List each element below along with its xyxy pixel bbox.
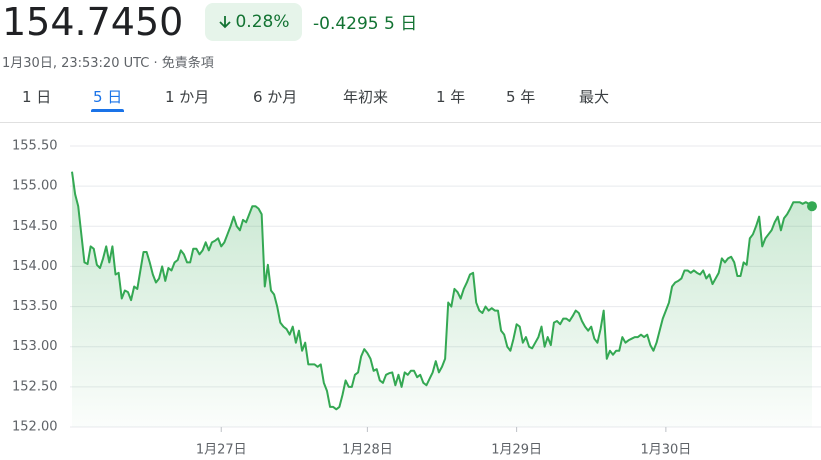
y-tick-label: 155.50: [12, 139, 58, 154]
y-tick-label: 154.50: [12, 219, 58, 234]
y-tick-label: 154.00: [12, 259, 58, 274]
range-tab[interactable]: 5 日: [90, 88, 125, 112]
price: 154.7450: [2, 0, 184, 44]
x-tick-label: 1月30日: [640, 443, 691, 458]
down-arrow-icon: [219, 16, 232, 29]
change-percent: 0.28%: [235, 12, 290, 32]
range-tabs: 1 日 5 日 1 か月 6 か月 年初来 1 年 5 年 最大: [0, 84, 821, 123]
y-tick-label: 153.00: [12, 339, 58, 354]
area-fill: [72, 171, 812, 427]
price-line: [71, 171, 813, 411]
y-tick-label: 155.00: [12, 179, 58, 194]
range-tab[interactable]: 5 年: [506, 88, 536, 106]
x-tick-label: 1月29日: [491, 443, 542, 458]
period: 5 日: [384, 14, 418, 34]
change-value: -0.4295: [313, 14, 379, 34]
change: -0.4295 5 日: [313, 9, 417, 34]
y-tick-label: 152.50: [12, 379, 58, 394]
last-point: [807, 201, 817, 212]
range-tab[interactable]: 年初来: [343, 88, 389, 106]
timestamp: 1月30日, 23:53:20 UTC: [2, 56, 150, 71]
range-tab[interactable]: 最大: [579, 88, 610, 106]
x-tick-label: 1月28日: [342, 443, 393, 458]
range-tab[interactable]: 1 年: [436, 88, 466, 106]
x-tick-label: 1月27日: [196, 443, 247, 458]
separator: ·: [153, 56, 158, 71]
disclaimer[interactable]: 免責条項: [161, 56, 214, 71]
y-tick-label: 152.00: [12, 420, 58, 435]
range-tab[interactable]: 1 か月: [165, 88, 210, 106]
timestamp-line: 1月30日, 23:53:20 UTC · 免責条項: [2, 52, 214, 71]
range-tab[interactable]: 1 日: [22, 88, 52, 106]
range-tab[interactable]: 6 か月: [253, 88, 298, 106]
y-tick-label: 153.50: [12, 299, 58, 314]
change-chip: 0.28%: [205, 3, 302, 41]
